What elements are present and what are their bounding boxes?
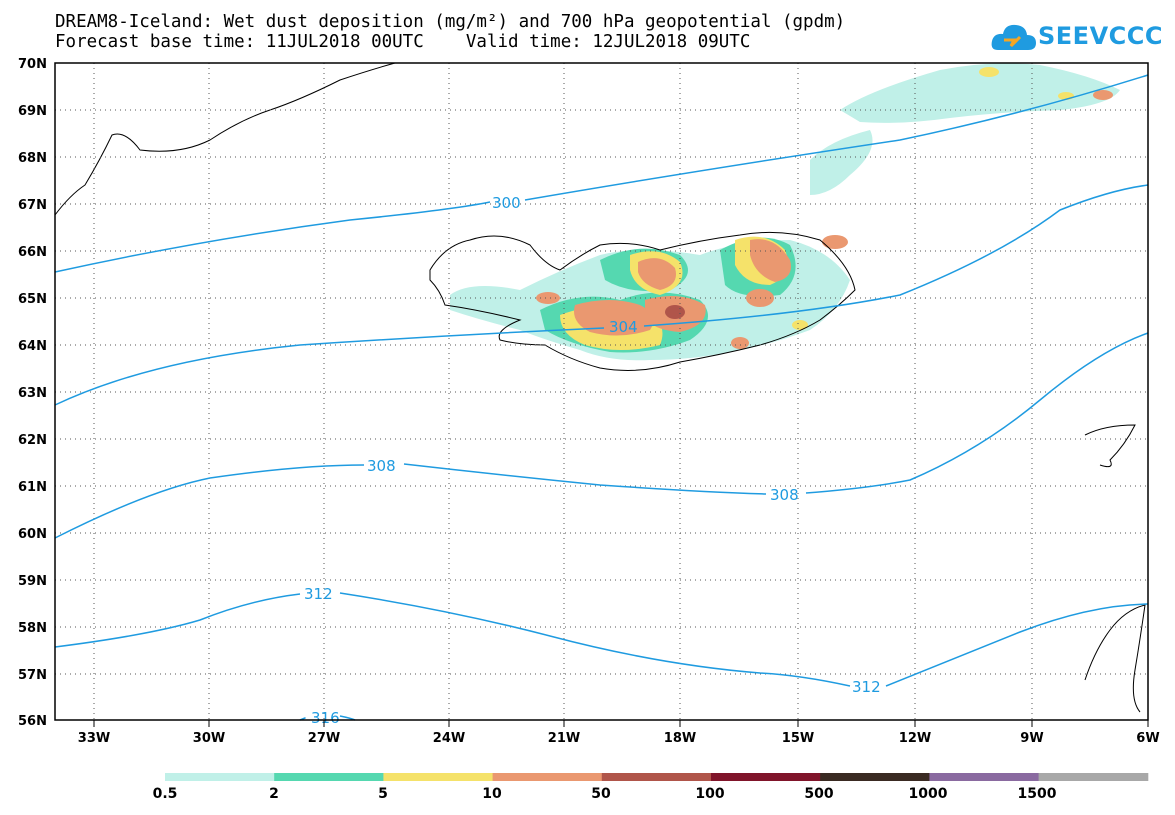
logo-text: SEEVCCC [1038,22,1163,50]
legend-swatch [1038,773,1149,781]
legend-swatch [711,773,821,781]
lon-tick-label: 21W [548,731,580,746]
contour-label: 300 [492,194,521,212]
lat-tick-label: 64N [18,339,47,354]
cloud-logo-icon [991,24,1036,50]
longitude-labels: 33W 30W 27W 24W 21W 18W 15W 12W 9W 6W [78,731,1160,746]
legend-label: 1500 [1018,786,1057,802]
lon-tick-label: 9W [1020,731,1043,746]
lon-tick-label: 27W [308,731,340,746]
axis-ticks [93,720,1149,727]
contour-labels: 300 304 308 308 312 312 316 [304,194,881,727]
geopotential-contours [54,74,1149,721]
legend-label: 100 [695,786,724,802]
contour-label: 312 [852,678,881,696]
lat-tick-label: 60N [18,527,47,542]
lat-tick-label: 57N [18,668,47,683]
contour-line-312a [54,592,851,687]
legend-swatch [492,773,603,781]
legend-swatch [165,773,275,781]
map-title: DREAM8-Iceland: Wet dust deposition (mg/… [55,12,846,32]
legend-swatch [274,773,384,781]
seevccc-logo: SEEVCCC [990,18,1163,56]
lat-tick-label: 70N [18,57,47,72]
lat-tick-label: 62N [18,433,47,448]
lon-tick-label: 18W [664,731,696,746]
lon-tick-label: 6W [1136,731,1159,746]
lon-tick-label: 30W [193,731,225,746]
legend-swatch [820,773,930,781]
lon-tick-label: 24W [433,731,465,746]
contour-label: 304 [609,318,638,336]
lon-tick-label: 15W [782,731,814,746]
contour-label: 308 [367,457,396,475]
legend-label: 1000 [909,786,948,802]
contour-label: 308 [770,486,799,504]
contour-label: 316 [311,709,340,727]
map-subtitle: Forecast base time: 11JUL2018 00UTC Vali… [55,32,751,52]
legend-label: 5 [378,786,388,802]
legend-label: 500 [804,786,833,802]
legend-swatch [601,773,712,781]
contour-line-308a [54,463,767,539]
legend-label: 10 [482,786,502,802]
legend-swatches [165,773,1149,781]
lat-tick-label: 65N [18,292,47,307]
lat-tick-label: 63N [18,386,47,401]
legend-label: 50 [591,786,611,802]
lat-tick-label: 61N [18,480,47,495]
lat-tick-label: 56N [18,714,47,729]
lon-tick-label: 33W [78,731,110,746]
color-legend: 0.5 2 5 10 50 100 500 1000 1500 [153,773,1149,802]
contour-label: 312 [304,585,333,603]
legend-label: 2 [269,786,279,802]
lat-tick-label: 59N [18,574,47,589]
lon-tick-label: 12W [899,731,931,746]
legend-swatch [929,773,1040,781]
lat-tick-label: 58N [18,621,47,636]
legend-label: 0.5 [153,786,178,802]
contour-line-300 [54,74,1149,273]
coastlines [54,62,1146,713]
contour-line-312b [885,603,1149,687]
lat-tick-label: 67N [18,198,47,213]
graticule [55,63,1148,720]
lat-tick-label: 69N [18,104,47,119]
plot-frame [54,62,1149,721]
contour-line-308b [805,332,1149,494]
lat-tick-label: 68N [18,151,47,166]
legend-swatch [383,773,494,781]
contour-line-304 [54,184,1149,406]
legend-labels: 0.5 2 5 10 50 100 500 1000 1500 [153,786,1057,802]
latitude-labels: 70N 69N 68N 67N 66N 65N 64N 63N 62N 61N … [18,57,47,729]
lat-tick-label: 66N [18,245,47,260]
